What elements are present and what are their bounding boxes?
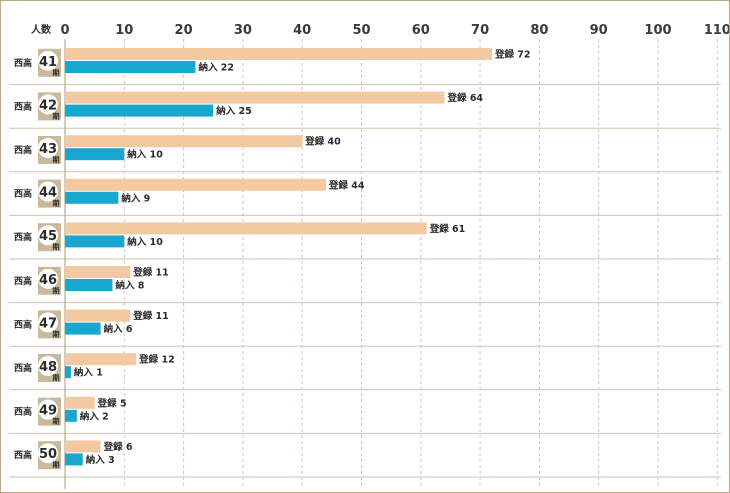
row-suffix-label: 期 [53, 199, 60, 208]
x-tick-label: 60 [412, 23, 430, 38]
row-category-label: 46 [39, 273, 57, 288]
bar-registered-label: 登録 64 [447, 92, 484, 104]
bar-registered-label: 登録 11 [132, 310, 169, 322]
x-tick-label: 100 [644, 23, 671, 38]
bar-paid-label: 納入 22 [198, 62, 234, 74]
row-suffix-label: 期 [53, 417, 60, 426]
bar-paid-label: 納入 6 [104, 323, 133, 335]
row-category-label: 43 [39, 142, 57, 157]
row-prefix-label: 西高 [14, 362, 32, 374]
row-category-label: 42 [39, 98, 57, 113]
row-category-label: 44 [39, 186, 57, 201]
bar-paid [65, 366, 71, 379]
x-tick-label: 40 [293, 23, 311, 38]
x-tick-label: 80 [530, 23, 548, 38]
row-badge-circle [38, 312, 58, 333]
row-suffix-label: 期 [53, 460, 60, 469]
row-category-label: 41 [39, 55, 57, 70]
row-badge-circle [38, 443, 58, 464]
row-prefix-label: 西高 [14, 449, 32, 461]
row-badge-circle [38, 181, 58, 202]
row-suffix-label: 期 [53, 373, 60, 382]
bar-paid [65, 235, 125, 248]
bar-paid-label: 納入 3 [86, 454, 115, 466]
x-tick-label: 90 [590, 23, 608, 38]
bar-paid [65, 104, 214, 117]
bar-paid-label: 納入 10 [127, 149, 163, 161]
bar-paid [65, 453, 83, 466]
unit-label: 人数 [31, 23, 52, 36]
bar-paid-label: 納入 8 [115, 280, 144, 292]
row-prefix-label: 西高 [14, 275, 32, 287]
bar-registered-label: 登録 44 [328, 179, 365, 191]
x-tick-label: 50 [352, 23, 370, 38]
bar-registered [65, 440, 101, 453]
bar-paid-label: 納入 10 [127, 236, 163, 248]
row-category-label: 48 [39, 360, 57, 375]
bar-registered-label: 登録 5 [97, 397, 127, 409]
row-prefix-label: 西高 [14, 100, 32, 112]
bar-registered [65, 266, 131, 278]
bar-paid-label: 納入 2 [80, 410, 109, 422]
row-category-label: 45 [39, 229, 57, 244]
row-badge-circle [38, 356, 58, 376]
bar-registered [65, 178, 326, 191]
bar-paid [65, 148, 125, 161]
bar-registered [65, 396, 95, 409]
row-suffix-label: 期 [53, 286, 60, 295]
x-tick-label: 10 [115, 23, 133, 38]
bar-registered-label: 登録 11 [132, 267, 169, 279]
bar-paid-label: 納入 9 [121, 192, 150, 204]
bar-registered [65, 135, 303, 148]
row-prefix-label: 西高 [14, 231, 32, 243]
x-tick-label: 30 [234, 23, 252, 38]
bar-paid [65, 279, 113, 291]
row-category-label: 50 [39, 447, 57, 462]
row-suffix-label: 期 [53, 155, 60, 164]
row-prefix-label: 西高 [14, 144, 32, 156]
row-suffix-label: 期 [53, 242, 60, 251]
row-category-label: 47 [39, 316, 57, 331]
row-prefix-label: 西高 [14, 318, 32, 330]
bar-registered [65, 353, 137, 366]
bar-paid [65, 409, 77, 422]
row-category-label: 49 [39, 404, 57, 419]
row-prefix-label: 西高 [14, 406, 32, 418]
row-suffix-label: 期 [53, 111, 60, 120]
bar-registered [65, 48, 492, 60]
bar-paid [65, 322, 101, 335]
row-prefix-label: 西高 [14, 57, 32, 69]
bar-registered [65, 91, 445, 104]
bar-registered-label: 登録 12 [138, 354, 175, 366]
x-tick-label: 70 [471, 23, 489, 38]
bar-registered [65, 222, 427, 235]
bar-registered [65, 309, 131, 322]
bar-registered-label: 登録 72 [494, 49, 531, 61]
row-suffix-label: 期 [53, 329, 60, 338]
x-tick-label: 110 [704, 23, 729, 38]
bar-paid-label: 納入 1 [74, 367, 103, 379]
row-badge-circle [38, 138, 58, 158]
row-badge-circle [38, 94, 58, 115]
row-badge-circle [38, 399, 58, 420]
bar-paid-label: 納入 25 [216, 105, 252, 117]
bar-registered-label: 登録 40 [304, 136, 341, 148]
row-suffix-label: 期 [53, 68, 60, 77]
x-tick-label: 20 [175, 23, 193, 38]
bar-paid [65, 61, 196, 73]
row-badge-circle [38, 50, 58, 71]
row-badge-circle [38, 225, 58, 246]
bar-paid [65, 191, 119, 204]
bar-registered-label: 登録 6 [103, 441, 133, 453]
x-tick-label: 0 [60, 23, 69, 38]
row-prefix-label: 西高 [14, 188, 32, 200]
bar-registered-label: 登録 61 [429, 223, 466, 235]
row-badge-circle [38, 268, 58, 289]
